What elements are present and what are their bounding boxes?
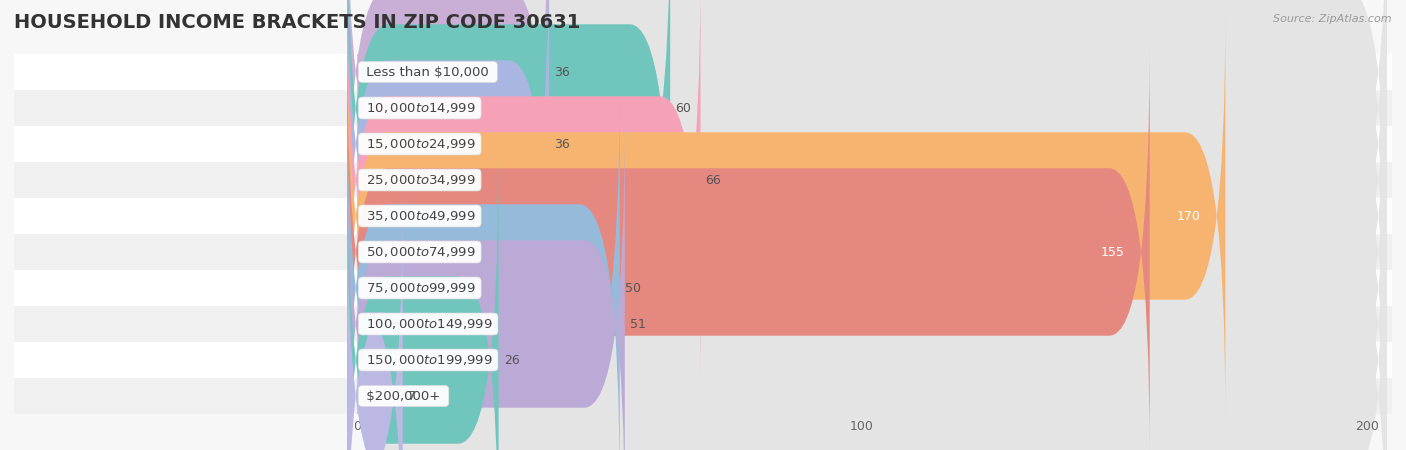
FancyBboxPatch shape	[347, 192, 402, 450]
Text: 36: 36	[554, 66, 569, 78]
FancyBboxPatch shape	[14, 54, 1392, 90]
Text: $50,000 to $74,999: $50,000 to $74,999	[363, 245, 477, 259]
Text: $10,000 to $14,999: $10,000 to $14,999	[363, 101, 477, 115]
FancyBboxPatch shape	[347, 0, 1386, 348]
FancyBboxPatch shape	[347, 12, 1386, 420]
FancyBboxPatch shape	[347, 120, 624, 450]
Text: $25,000 to $34,999: $25,000 to $34,999	[363, 173, 477, 187]
FancyBboxPatch shape	[14, 306, 1392, 342]
Text: Source: ZipAtlas.com: Source: ZipAtlas.com	[1274, 14, 1392, 23]
Text: 36: 36	[554, 138, 569, 150]
Text: 7: 7	[408, 390, 416, 402]
Text: 170: 170	[1177, 210, 1201, 222]
FancyBboxPatch shape	[14, 126, 1392, 162]
FancyBboxPatch shape	[14, 198, 1392, 234]
FancyBboxPatch shape	[14, 378, 1392, 414]
Text: 50: 50	[624, 282, 641, 294]
FancyBboxPatch shape	[347, 0, 671, 312]
Text: $150,000 to $199,999: $150,000 to $199,999	[363, 353, 494, 367]
FancyBboxPatch shape	[347, 120, 1386, 450]
FancyBboxPatch shape	[347, 0, 550, 348]
Text: Less than $10,000: Less than $10,000	[363, 66, 494, 78]
FancyBboxPatch shape	[347, 0, 1386, 276]
FancyBboxPatch shape	[347, 48, 1150, 450]
FancyBboxPatch shape	[14, 234, 1392, 270]
Text: 26: 26	[503, 354, 519, 366]
FancyBboxPatch shape	[347, 156, 499, 450]
FancyBboxPatch shape	[347, 84, 1386, 450]
FancyBboxPatch shape	[14, 342, 1392, 378]
FancyBboxPatch shape	[14, 90, 1392, 126]
FancyBboxPatch shape	[347, 0, 700, 384]
Text: HOUSEHOLD INCOME BRACKETS IN ZIP CODE 30631: HOUSEHOLD INCOME BRACKETS IN ZIP CODE 30…	[14, 14, 581, 32]
FancyBboxPatch shape	[347, 0, 1386, 384]
Text: $200,000+: $200,000+	[363, 390, 444, 402]
Text: $75,000 to $99,999: $75,000 to $99,999	[363, 281, 477, 295]
Text: 66: 66	[706, 174, 721, 186]
FancyBboxPatch shape	[347, 156, 1386, 450]
Text: $15,000 to $24,999: $15,000 to $24,999	[363, 137, 477, 151]
FancyBboxPatch shape	[347, 0, 1386, 312]
Text: 51: 51	[630, 318, 645, 330]
FancyBboxPatch shape	[347, 12, 1226, 420]
Text: $35,000 to $49,999: $35,000 to $49,999	[363, 209, 477, 223]
FancyBboxPatch shape	[14, 162, 1392, 198]
FancyBboxPatch shape	[347, 48, 1386, 450]
FancyBboxPatch shape	[347, 84, 620, 450]
FancyBboxPatch shape	[347, 192, 1386, 450]
FancyBboxPatch shape	[347, 0, 550, 276]
Text: $100,000 to $149,999: $100,000 to $149,999	[363, 317, 494, 331]
Text: 155: 155	[1101, 246, 1125, 258]
FancyBboxPatch shape	[14, 270, 1392, 306]
Text: 60: 60	[675, 102, 692, 114]
